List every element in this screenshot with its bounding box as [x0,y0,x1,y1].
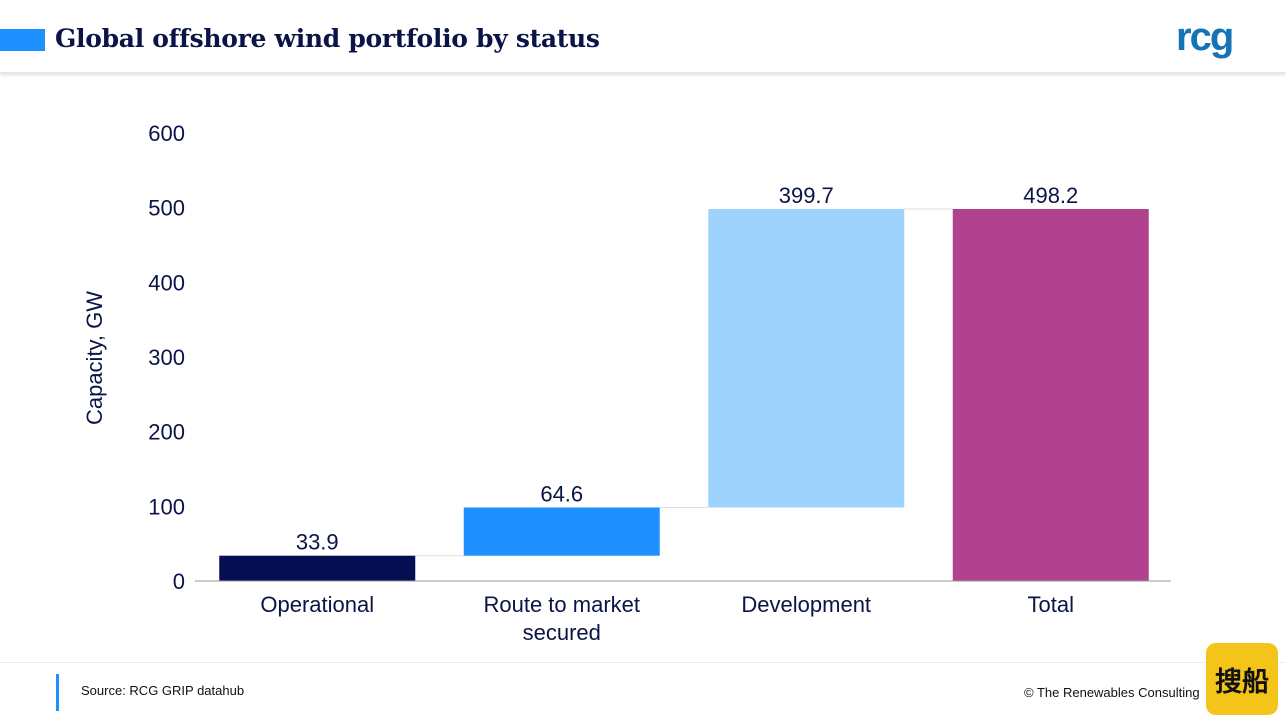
value-label: 33.9 [296,530,339,555]
logo-text: rcg [1176,18,1232,59]
y-tick-label: 200 [148,420,185,445]
x-tick-label: Total [1028,592,1074,617]
value-label: 64.6 [540,481,583,506]
y-tick-label: 600 [148,121,185,146]
bar-chart: 0 100 200 300 400 500 600 Capacity, GW 33.9 64.… [82,121,1171,645]
copyright-note: © The Renewables Consulting [1024,685,1200,700]
y-tick-label: 100 [148,494,185,519]
bar-route-to-market-secured [463,507,660,556]
watermark-badge: 搜船 [1206,643,1278,715]
y-tick-label: 400 [148,270,185,295]
x-tick-label: Route to market [483,592,640,617]
y-axis-label: Capacity, GW [82,291,107,425]
x-axis-labels: Operational Route to market secured Develop… [260,592,1074,645]
footer-accent-bar [56,674,59,711]
x-tick-label: Development [741,592,871,617]
page-title: Global offshore wind portfolio by status [55,24,600,53]
x-tick-label: secured [523,620,601,645]
y-tick-label: 500 [148,196,185,221]
bar-development [708,209,905,508]
bars [219,209,1149,581]
y-axis-ticks: 0 100 200 300 400 500 600 [148,121,185,594]
value-labels: 33.9 64.6 399.7 498.2 [296,183,1078,555]
footer-divider [0,662,1286,663]
value-label: 399.7 [779,183,834,208]
y-tick-label: 300 [148,345,185,370]
bar-operational [219,555,416,581]
source-note: Source: RCG GRIP datahub [81,683,245,698]
title-accent-bar [0,29,45,51]
waterfall-connectors [415,208,953,557]
y-tick-label: 0 [173,569,185,594]
x-tick-label: Operational [260,592,374,617]
header-bar: Global offshore wind portfolio by status… [0,0,1286,73]
value-label: 498.2 [1023,183,1078,208]
rcg-logo: rcg [1176,18,1234,59]
bar-total [952,209,1149,581]
